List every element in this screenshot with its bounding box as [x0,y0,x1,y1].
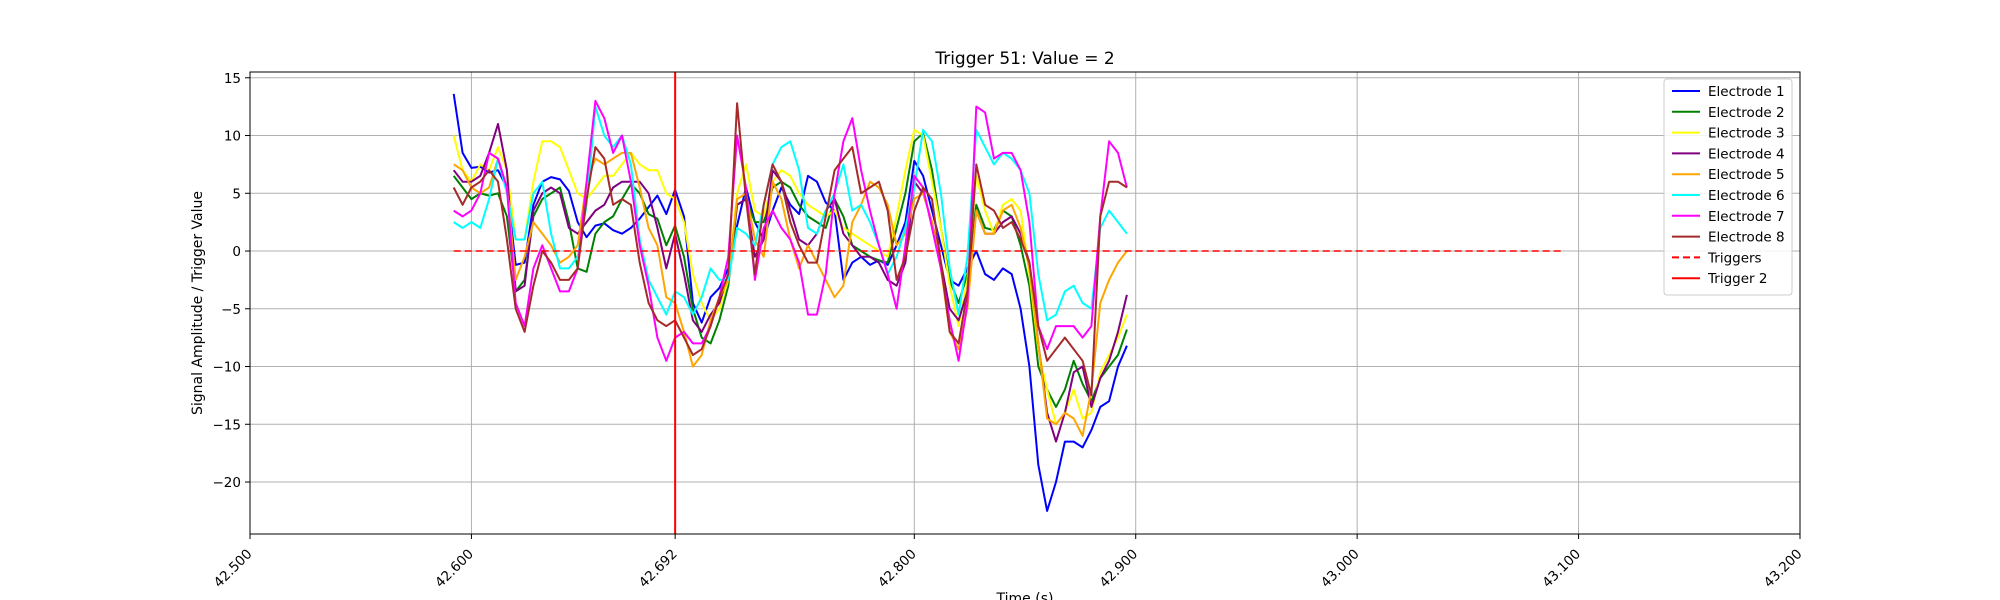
series-electrode-7 [453,99,1128,362]
y-axis-ticks: 15 10 5 0 −5 −10 −15 −20 [213,71,250,491]
legend-label-electrode-3: Electrode 3 [1708,126,1785,142]
legend-label-electrode-8: Electrode 8 [1708,230,1785,246]
series-layer [452,72,1561,534]
y-axis-label: Signal Amplitude / Trigger Value [190,191,206,415]
y-tick-label: −20 [213,475,242,491]
series-electrode-3 [452,128,1128,426]
legend-label-electrode-1: Electrode 1 [1708,84,1785,100]
legend-label-electrode-4: Electrode 4 [1708,146,1785,162]
chart-title: Trigger 51: Value = 2 [934,49,1114,69]
y-tick-label: 10 [224,129,241,145]
x-axis-label: Time (s) [996,591,1054,600]
y-tick-label: −10 [213,360,242,376]
y-tick-label: 0 [232,244,241,260]
series-electrode-6 [453,105,1128,322]
legend: Electrode 1 Electrode 2 Electrode 3 Electro… [1663,78,1793,296]
legend-label-electrode-5: Electrode 5 [1708,167,1785,183]
legend-label-triggers: Triggers [1707,250,1762,266]
legend-label-electrode-7: Electrode 7 [1708,209,1785,225]
y-tick-label: 15 [224,71,241,87]
legend-label-electrode-2: Electrode 2 [1708,105,1785,121]
y-tick-label: 5 [232,186,241,202]
series-electrode-4 [452,123,1128,443]
series-electrode-8 [452,102,1128,397]
legend-label-trigger-2: Trigger 2 [1707,271,1767,287]
plot-frame [249,71,1801,535]
y-tick-label: −15 [213,417,242,433]
legend-label-electrode-6: Electrode 6 [1708,188,1785,204]
y-tick-label: −5 [221,302,241,318]
series-electrode-1 [452,93,1128,512]
